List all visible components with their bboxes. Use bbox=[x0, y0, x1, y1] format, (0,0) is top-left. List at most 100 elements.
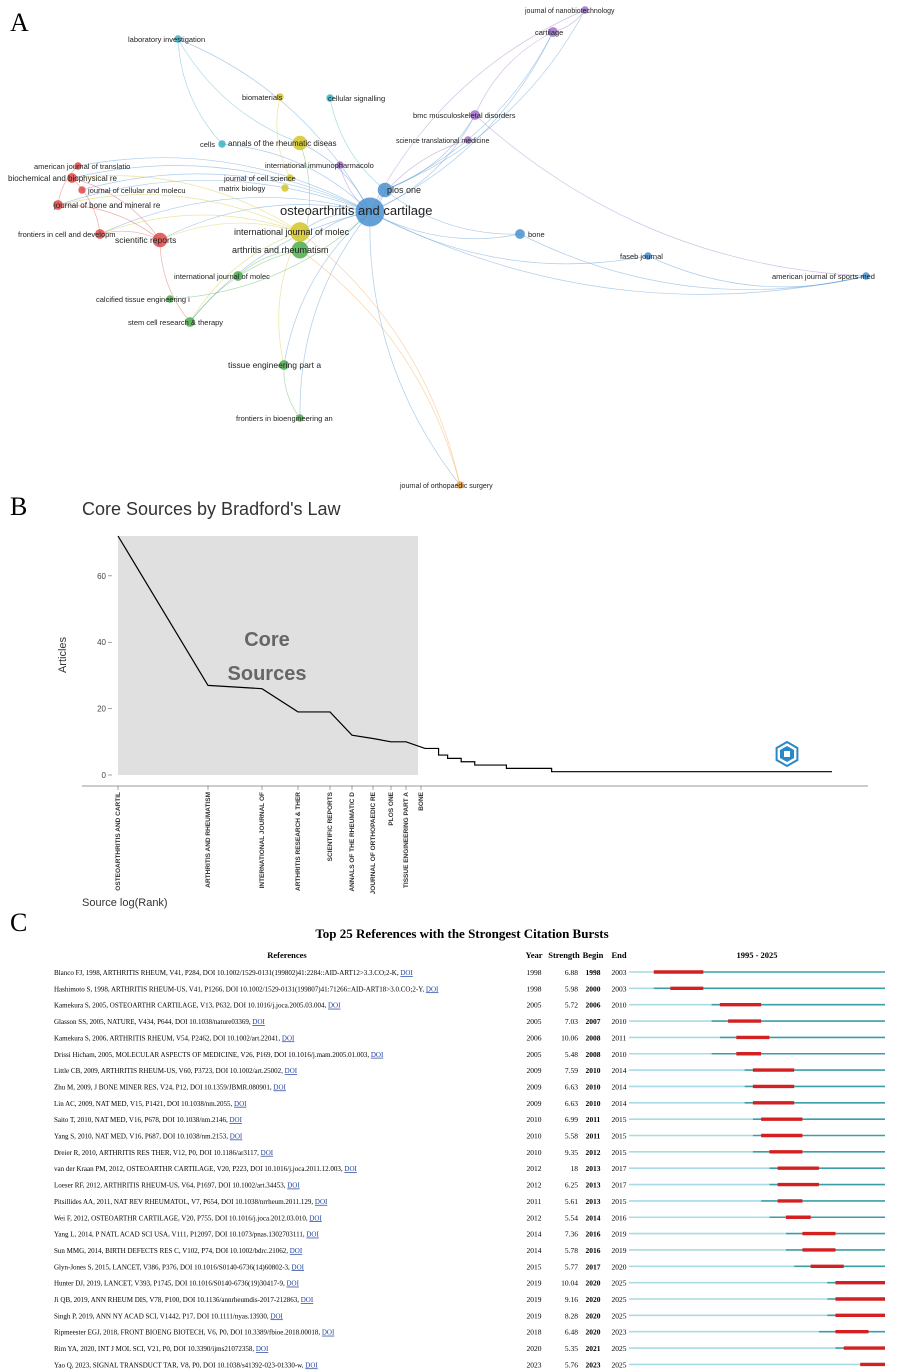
reference-citation: Kamekura S, 2005, OSTEOARTHR CARTILAGE, … bbox=[54, 1002, 328, 1010]
reference-citation: Yao Q, 2023, SIGNAL TRANSDUCT TAR, V8, P… bbox=[54, 1361, 305, 1369]
end-cell: 2015 bbox=[612, 1132, 627, 1141]
doi-link[interactable]: DOI bbox=[309, 1214, 322, 1222]
reference-text: Yang L, 2014, P NATL ACAD SCI USA, V111,… bbox=[54, 1231, 319, 1239]
burst-row: Sun MMG, 2014, BIRTH DEFECTS RES C, V102… bbox=[54, 1246, 885, 1255]
doi-link[interactable]: DOI bbox=[285, 1067, 298, 1075]
reference-text: Loeser RF, 2012, ARTHRITIS RHEUM-US, V64… bbox=[54, 1182, 300, 1190]
doi-link[interactable]: DOI bbox=[270, 1312, 283, 1320]
network-node bbox=[53, 200, 63, 210]
year-cell: 2005 bbox=[527, 1001, 542, 1010]
bradford-title: Core Sources by Bradford's Law bbox=[82, 499, 342, 519]
strength-cell: 5.35 bbox=[565, 1344, 578, 1353]
doi-link[interactable]: DOI bbox=[230, 1133, 243, 1141]
network-edge bbox=[369, 211, 867, 295]
reference-text: van der Kraan PM, 2012, OSTEOARTHR CARTI… bbox=[54, 1165, 358, 1173]
x-tick-label: TISSUE ENGINEERING PART A bbox=[403, 792, 410, 888]
bradford-line bbox=[117, 535, 832, 773]
core-label-line1: Core bbox=[244, 629, 290, 651]
network-edge bbox=[474, 31, 554, 116]
end-cell: 2003 bbox=[612, 984, 627, 993]
doi-link[interactable]: DOI bbox=[261, 1149, 274, 1157]
doi-link[interactable]: DOI bbox=[371, 1051, 384, 1059]
reference-citation: Rim YA, 2020, INT J MOL SCI, V21, P0, DO… bbox=[54, 1345, 256, 1353]
burst-row: Kamekura S, 2006, ARTHRITIS RHEUM, V54, … bbox=[54, 1033, 885, 1042]
doi-link[interactable]: DOI bbox=[426, 985, 439, 993]
doi-link[interactable]: DOI bbox=[234, 1100, 247, 1108]
year-cell: 2019 bbox=[527, 1279, 542, 1288]
network-edge bbox=[299, 211, 371, 419]
reference-text: Hashimoto S, 1998, ARTHRITIS RHEUM-US, V… bbox=[54, 985, 439, 993]
year-cell: 2006 bbox=[527, 1033, 542, 1042]
doi-link[interactable]: DOI bbox=[286, 1280, 299, 1288]
year-cell: 2005 bbox=[527, 1050, 542, 1059]
doi-link[interactable]: DOI bbox=[252, 1018, 265, 1026]
network-node bbox=[67, 173, 77, 183]
network-node-label: annals of the rheumatic diseas bbox=[228, 139, 337, 148]
burst-row: Blanco FJ, 1998, ARTHRITIS RHEUM, V41, P… bbox=[54, 968, 885, 977]
network-node bbox=[377, 182, 393, 198]
network-edge bbox=[71, 175, 301, 233]
reference-text: Glyn-Jones S, 2015, LANCET, V386, P376, … bbox=[54, 1263, 305, 1271]
reference-citation: Drissi Hicham, 2005, MOLECULAR ASPECTS O… bbox=[54, 1051, 371, 1059]
doi-link[interactable]: DOI bbox=[315, 1198, 328, 1206]
begin-cell: 2020 bbox=[586, 1311, 601, 1320]
strength-cell: 6.63 bbox=[565, 1082, 578, 1091]
begin-cell: 2014 bbox=[586, 1213, 601, 1222]
doi-link[interactable]: DOI bbox=[273, 1083, 286, 1091]
doi-link[interactable]: DOI bbox=[292, 1263, 305, 1271]
year-cell: 2019 bbox=[527, 1295, 542, 1304]
network-edge bbox=[159, 239, 191, 323]
reference-citation: Hunter DJ, 2019, LANCET, V393, P1745, DO… bbox=[54, 1280, 286, 1288]
network-node bbox=[456, 481, 464, 489]
strength-cell: 18 bbox=[571, 1164, 579, 1173]
doi-link[interactable]: DOI bbox=[344, 1165, 357, 1173]
begin-cell: 2020 bbox=[586, 1295, 601, 1304]
doi-link[interactable]: DOI bbox=[290, 1247, 303, 1255]
network-node-label: tissue engineering part a bbox=[228, 360, 321, 370]
network-node-label: cartilage bbox=[535, 28, 563, 37]
burst-row: Saito T, 2010, NAT MED, V16, P678, DOI 1… bbox=[54, 1115, 885, 1124]
strength-cell: 5.61 bbox=[565, 1197, 578, 1206]
year-cell: 1998 bbox=[527, 968, 542, 977]
end-cell: 2025 bbox=[612, 1279, 627, 1288]
burst-row: Ripmeester EGJ, 2018, FRONT BIOENG BIOTE… bbox=[54, 1328, 885, 1337]
network-node-label: plos one bbox=[387, 185, 421, 195]
network-node bbox=[470, 110, 480, 120]
network-node-label: stem cell research & therapy bbox=[128, 318, 223, 327]
doi-link[interactable]: DOI bbox=[301, 1296, 314, 1304]
begin-cell: 2013 bbox=[586, 1164, 601, 1173]
network-node-label: biomaterials bbox=[242, 93, 283, 102]
doi-link[interactable]: DOI bbox=[229, 1116, 242, 1124]
burst-row: Zhu M, 2009, J BONE MINER RES, V24, P12,… bbox=[54, 1082, 885, 1091]
x-tick-label: PLOS ONE bbox=[388, 791, 395, 825]
network-node-label: journal of orthopaedic surgery bbox=[399, 483, 493, 490]
doi-link[interactable]: DOI bbox=[282, 1034, 295, 1042]
year-cell: 2014 bbox=[527, 1246, 542, 1255]
burst-row: Rim YA, 2020, INT J MOL SCI, V21, P0, DO… bbox=[54, 1344, 885, 1353]
burst-row: Dreier R, 2010, ARTHRITIS RES THER, V12,… bbox=[54, 1148, 885, 1157]
doi-link[interactable]: DOI bbox=[400, 969, 413, 977]
doi-link[interactable]: DOI bbox=[328, 1002, 341, 1010]
strength-cell: 5.72 bbox=[565, 1001, 578, 1010]
reference-citation: Little CB, 2009, ARTHRITIS RHEUM-US, V60… bbox=[54, 1067, 285, 1075]
doi-link[interactable]: DOI bbox=[287, 1182, 300, 1190]
strength-cell: 6.99 bbox=[565, 1115, 578, 1124]
network-edge bbox=[71, 165, 371, 213]
network-edge bbox=[299, 142, 371, 213]
network-node bbox=[95, 229, 105, 239]
network-node bbox=[291, 241, 309, 259]
doi-link[interactable]: DOI bbox=[322, 1329, 335, 1337]
reference-text: Rim YA, 2020, INT J MOL SCI, V21, P0, DO… bbox=[54, 1345, 269, 1353]
strength-cell: 10.06 bbox=[561, 1033, 578, 1042]
burst-row: Lin AC, 2009, NAT MED, V15, P1421, DOI 1… bbox=[54, 1099, 885, 1108]
begin-cell: 2017 bbox=[586, 1262, 601, 1271]
reference-text: Zhu M, 2009, J BONE MINER RES, V24, P12,… bbox=[54, 1083, 287, 1091]
doi-link[interactable]: DOI bbox=[305, 1361, 318, 1369]
y-tick-label: 60 bbox=[97, 572, 106, 581]
reference-text: Singh P, 2019, ANN NY ACAD SCI, V1442, P… bbox=[54, 1312, 284, 1320]
year-cell: 2012 bbox=[527, 1213, 542, 1222]
doi-link[interactable]: DOI bbox=[306, 1231, 319, 1239]
end-cell: 2010 bbox=[612, 1001, 627, 1010]
network-edge bbox=[369, 211, 521, 240]
doi-link[interactable]: DOI bbox=[256, 1345, 269, 1353]
